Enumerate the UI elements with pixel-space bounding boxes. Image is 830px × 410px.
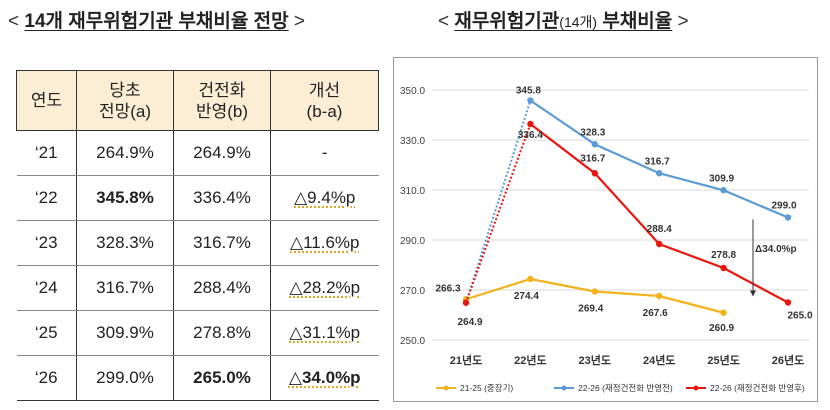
data-point-circle (656, 240, 663, 248)
chart-title-text: 재무위험기관(14개) 부채비율 (454, 11, 673, 32)
data-point-triangle (527, 275, 534, 283)
table-title-text: 14개 재무위험기관 부채비율 전망 (24, 11, 289, 32)
table-row: ‘26 299.0% 265.0% △34.0%p (16, 355, 379, 401)
cell-adjusted: 316.7% (173, 220, 271, 266)
table-row: ‘22 345.8% 336.4% △9.4%p (16, 175, 379, 221)
cell-improvement: △28.2%p (270, 265, 379, 311)
cell-original: 264.9% (76, 130, 174, 176)
table-row: ‘24 316.7% 288.4% △28.2%p (16, 265, 379, 311)
data-label: 278.8 (711, 250, 736, 261)
cell-original: 309.9% (76, 310, 174, 356)
header-year: 연도 (16, 70, 77, 131)
data-label: 274.4 (514, 291, 539, 302)
y-tick-label: 350.0 (400, 86, 425, 97)
data-label: 316.7 (580, 153, 605, 164)
annotation-label: Δ34.0%p (755, 244, 797, 255)
line-chart-frame: 250.0 270.0 290.0 310.0 330.0 350.0 21년도 22년도 23… (393, 57, 818, 402)
data-label: 266.3 (435, 283, 460, 294)
debt-ratio-table: 연도 당초 전망(a) 건전화 반영(b) 개선 (b-a) ‘21 264.9% 2… (16, 70, 379, 401)
cell-adjusted: 336.4% (173, 175, 271, 221)
data-point-triangle (720, 309, 727, 316)
cell-original: 328.3% (76, 220, 174, 266)
x-tick-label: 21년도 (450, 353, 482, 367)
data-point-square (784, 214, 792, 221)
table-row: ‘25 309.9% 278.8% △31.1%p (16, 310, 379, 356)
x-tick-label: 23년도 (579, 353, 611, 367)
data-point-triangle (656, 292, 663, 300)
data-point-square (720, 187, 727, 194)
chart-title: < 재무위험기관(14개) 부채비율 > (438, 11, 689, 32)
cell-year: ‘22 (16, 175, 77, 221)
data-point-square (656, 170, 663, 177)
cell-improvement: - (270, 130, 379, 176)
legend-marker (443, 385, 449, 391)
data-point-square (527, 97, 534, 104)
cell-adjusted: 264.9% (173, 130, 271, 176)
cell-improvement: △11.6%p (270, 220, 379, 266)
cell-original: 345.8% (76, 175, 174, 221)
legend-label: 21-25 (중장기) (460, 383, 513, 393)
legend-label: 22-26 (재정건전화 반영전) (578, 383, 673, 393)
data-label: 269.4 (578, 304, 603, 315)
data-label: 336.4 (518, 130, 543, 141)
header-adjusted: 건전화 반영(b) (173, 70, 271, 131)
cell-year: ‘24 (16, 265, 77, 311)
data-point-circle (591, 170, 598, 177)
table-title: < 14개 재무위험기관 부채비율 전망 > (8, 11, 305, 32)
x-tick-label: 25년도 (707, 353, 739, 367)
data-point-circle (527, 120, 534, 128)
data-label: 260.9 (709, 323, 734, 334)
y-tick-label: 330.0 (400, 136, 425, 147)
cell-adjusted: 265.0% (173, 355, 271, 401)
data-point-circle (462, 299, 470, 306)
x-tick-label: 24년도 (643, 353, 675, 367)
line-chart: 250.0 270.0 290.0 310.0 330.0 350.0 21년도 22년도 23… (400, 86, 813, 394)
header-original: 당초 전망(a) (76, 70, 174, 131)
data-point-triangle (591, 288, 598, 295)
annotation-arrow-head (750, 290, 756, 297)
data-label: 299.0 (771, 201, 796, 212)
cell-year: ‘26 (16, 355, 77, 401)
table-header-row: 연도 당초 전망(a) 건전화 반영(b) 개선 (b-a) (16, 70, 379, 131)
cell-year: ‘21 (16, 130, 77, 176)
data-label: 309.9 (709, 173, 734, 184)
x-tick-label: 22년도 (514, 353, 546, 367)
y-tick-label: 290.0 (400, 236, 425, 247)
header-improvement: 개선 (b-a) (270, 70, 379, 131)
data-label: 316.7 (645, 156, 670, 167)
data-point-circle (784, 299, 792, 306)
cell-improvement: △31.1%p (270, 310, 379, 356)
cell-original: 316.7% (76, 265, 174, 311)
series-dotted-segment (465, 100, 532, 304)
table-row: ‘23 328.3% 316.7% △11.6%p (16, 220, 379, 266)
y-tick-label: 270.0 (400, 286, 425, 297)
cell-year: ‘25 (16, 310, 77, 356)
data-point-circle (720, 264, 727, 272)
cell-original: 299.0% (76, 355, 174, 401)
series-dotted-segment (465, 123, 532, 304)
y-tick-label: 250.0 (400, 336, 425, 347)
data-label: 328.3 (580, 127, 605, 138)
x-tick-label: 26년도 (772, 353, 804, 367)
cell-adjusted: 288.4% (173, 265, 271, 311)
legend-marker (561, 385, 567, 391)
y-tick-label: 310.0 (400, 186, 425, 197)
data-label: 265.0 (787, 311, 812, 322)
cell-adjusted: 278.8% (173, 310, 271, 356)
cell-year: ‘23 (16, 220, 77, 266)
data-label: 264.9 (457, 317, 482, 328)
data-label: 288.4 (647, 224, 672, 235)
data-label: 345.8 (516, 86, 541, 97)
cell-improvement: △9.4%p (270, 175, 379, 221)
table-row: ‘21 264.9% 264.9% - (16, 130, 379, 176)
series-line (529, 123, 789, 304)
legend-marker (693, 385, 699, 391)
data-label: 267.6 (643, 308, 668, 319)
data-point-square (591, 141, 598, 148)
cell-improvement: △34.0%p (270, 355, 379, 401)
legend-label: 22-26 (재정건전화 반영후) (710, 383, 805, 393)
